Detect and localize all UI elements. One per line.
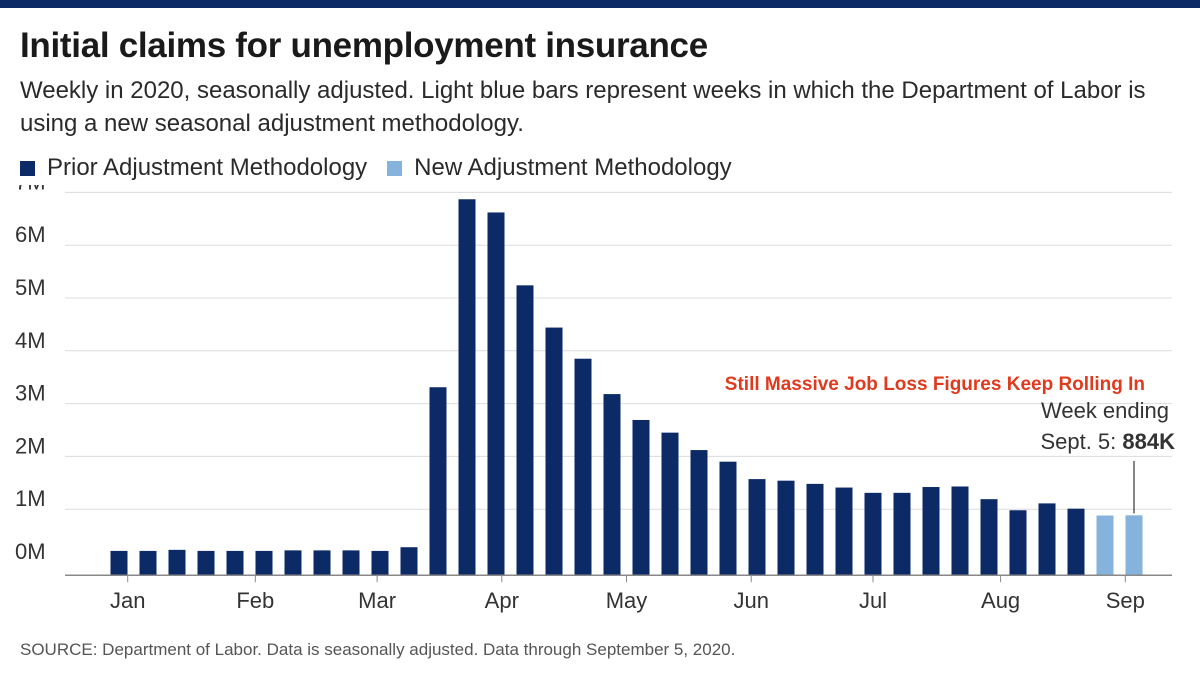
x-tick-label: Apr (485, 588, 519, 613)
bar-prior (980, 499, 998, 576)
x-tick-label: Mar (358, 588, 396, 613)
y-tick-label: 0M (15, 539, 46, 564)
bar-prior (110, 550, 128, 576)
bar-prior (487, 212, 505, 576)
bar-prior (835, 487, 853, 576)
y-tick-label: 6M (15, 222, 46, 247)
bar-prior (748, 479, 766, 576)
bar-prior (429, 387, 447, 576)
bar-prior (922, 487, 940, 576)
x-tick-label: May (606, 588, 648, 613)
bar-prior (864, 492, 882, 576)
y-tick-label: 1M (15, 486, 46, 511)
source-note: SOURCE: Department of Labor. Data is sea… (20, 640, 736, 659)
callout-prefix: Sept. 5: (1040, 429, 1122, 454)
bar-prior (139, 550, 157, 576)
bar-prior (951, 486, 969, 576)
bar-prior (1067, 508, 1085, 576)
bar-prior (719, 461, 737, 576)
legend-swatch-new (387, 160, 403, 176)
legend-swatch-prior (20, 160, 35, 176)
x-tick-label: Sep (1106, 588, 1145, 613)
legend-label-new: New Adjustment Methodology (414, 154, 732, 181)
legend-item-new: New Adjustment Methodology (387, 154, 732, 182)
bar-prior (400, 547, 418, 576)
bar-prior (516, 285, 534, 576)
callout-value: 884K (1122, 429, 1175, 454)
bar-prior (632, 419, 650, 576)
bar-prior (574, 358, 592, 576)
y-tick-label: 7M (15, 185, 46, 194)
bar-prior (545, 327, 563, 576)
bar-prior (313, 550, 331, 576)
bar-prior (458, 199, 476, 576)
x-tick-label: Jan (110, 588, 145, 613)
chart-subtitle: Weekly in 2020, seasonally adjusted. Lig… (20, 77, 1146, 137)
y-tick-label: 5M (15, 275, 46, 300)
bar-new (1125, 515, 1143, 576)
legend: Prior Adjustment Methodology New Adjustm… (20, 153, 752, 183)
bar-prior (168, 549, 186, 576)
annotation-headline: Still Massive Job Loss Figures Keep Roll… (725, 374, 1145, 395)
bar-prior (342, 550, 360, 576)
x-tick-label: Feb (236, 588, 274, 613)
bar-prior (806, 483, 824, 576)
x-tick-label: Jul (859, 588, 887, 613)
bar-prior (661, 432, 679, 576)
bar-prior (226, 550, 244, 576)
chart-title: Initial claims for unemployment insuranc… (20, 26, 708, 65)
top-accent-bar (0, 0, 1200, 8)
bar-chart: 0M 1M 2M 3M 4M 5M 6M 7M Jan Feb Mar Apr May Jun Jul Aug… (15, 185, 1175, 613)
bar-new (1096, 515, 1114, 576)
legend-label-prior: Prior Adjustment Methodology (47, 154, 368, 181)
y-tick-label: 3M (15, 381, 46, 406)
x-tick-label: Jun (733, 588, 768, 613)
bar-prior (603, 394, 621, 576)
bar-prior (284, 550, 302, 576)
x-tick-label: Aug (981, 588, 1020, 613)
bar-prior (893, 492, 911, 576)
callout-line-1: Week ending (1041, 398, 1169, 423)
legend-item-prior: Prior Adjustment Methodology (20, 154, 367, 182)
bar-prior (371, 550, 389, 576)
bar-prior (777, 480, 795, 576)
bar-prior (255, 550, 273, 576)
bar-prior (1038, 503, 1056, 576)
bar-prior (690, 450, 708, 576)
bar-prior (1009, 510, 1027, 576)
bar-prior (197, 550, 215, 576)
y-tick-label: 4M (15, 328, 46, 353)
y-tick-label: 2M (15, 433, 46, 458)
callout-line-2: Sept. 5: 884K (1040, 429, 1175, 454)
